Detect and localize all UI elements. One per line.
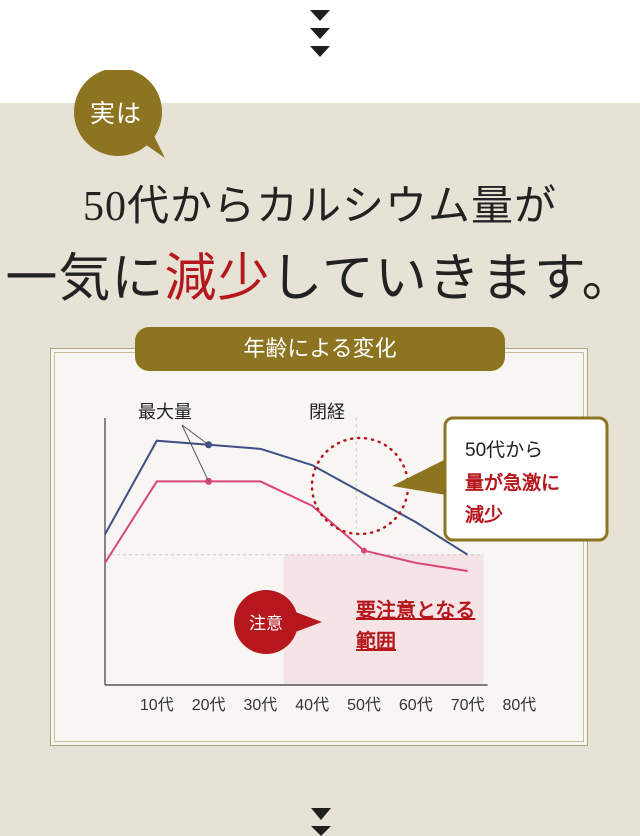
headline-line1: 50代からカルシウム量が — [82, 184, 557, 230]
decline-point — [361, 547, 367, 554]
x-tick-label: 50代 — [347, 696, 381, 714]
x-tick-label: 70代 — [451, 696, 485, 714]
x-tick-label: 20代 — [192, 696, 226, 714]
chevron-down-icon — [310, 10, 330, 21]
series-line-lower — [104, 480, 468, 572]
headline-line2-prefix: 一気に — [5, 251, 165, 308]
caution-text-line2: 範囲 — [356, 629, 396, 653]
chevron-down-icon — [310, 28, 330, 39]
chevron-down-icon — [310, 46, 330, 57]
caution-badge-pointer — [290, 610, 322, 634]
max-leader-lower — [181, 424, 210, 482]
x-tick-label: 60代 — [399, 696, 433, 714]
series-line-upper — [104, 439, 469, 556]
x-tick-label: 80代 — [502, 696, 536, 714]
x-tick-label: 40代 — [295, 696, 329, 714]
top-arrows — [309, 8, 331, 62]
caution-badge-label: 注意 — [249, 614, 283, 633]
headline-line2-suffix: していきます。 — [270, 251, 635, 308]
x-tick-label: 10代 — [140, 696, 174, 714]
menopause-label: 閉経 — [309, 402, 345, 422]
callout-line3: 減少 — [465, 503, 503, 526]
max-label: 最大量 — [138, 402, 192, 422]
callout-box — [443, 416, 609, 542]
caution-badge — [234, 590, 298, 654]
chevron-down-icon — [311, 808, 331, 836]
speech-badge-icon — [74, 70, 165, 158]
callout-line2: 量が急激に — [465, 471, 560, 494]
callout-line1: 50代から — [465, 439, 543, 461]
callout-pointer — [392, 456, 452, 496]
caution-region — [283, 554, 484, 685]
headline-line2: 一気に減少していきます。 — [0, 236, 640, 311]
headline-emphasis: 減少 — [164, 251, 271, 308]
max-leader-upper — [181, 424, 209, 446]
caution-text-line1: 要注意となる — [356, 598, 475, 622]
x-tick-label: 30代 — [243, 696, 277, 714]
chart-title: 年齢による変化 — [135, 327, 505, 371]
badge-label: 実は — [89, 101, 142, 128]
